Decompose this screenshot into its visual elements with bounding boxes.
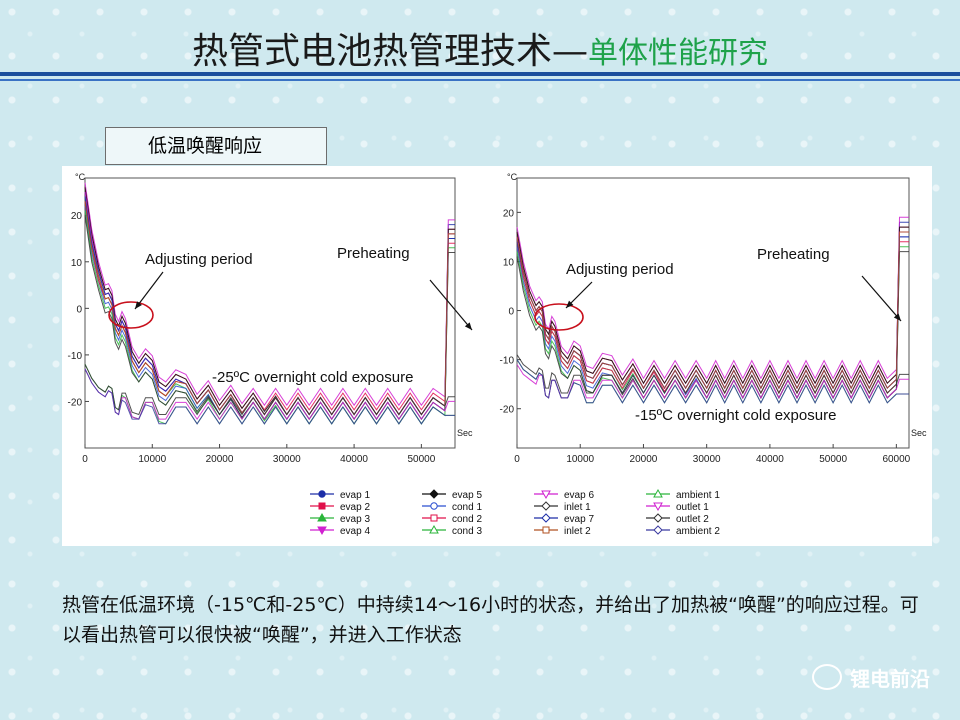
- chart1-xtick-label: 50000: [407, 454, 435, 465]
- chart1-xtick-label: 30000: [273, 454, 301, 465]
- watermark-text: 锂电前沿: [850, 666, 930, 691]
- chart2-ytick-label: 10: [503, 257, 515, 268]
- legend-marker: [653, 488, 663, 498]
- chart2-arrow-head: [566, 300, 574, 308]
- chart2-series-ambient-2: [516, 359, 909, 404]
- chart1-plot-frame: [84, 177, 456, 449]
- chart2-xtick-label: 10000: [566, 454, 594, 465]
- legend-label: evap 7: [564, 514, 594, 525]
- chart2-annotation-adjusting: Adjusting period: [566, 261, 674, 278]
- chart1-series-ambient-2: [84, 368, 455, 425]
- wechat-icon: [812, 664, 842, 690]
- chart1-x-unit: Sec: [457, 428, 473, 438]
- chart2-xtick-label: 0: [514, 454, 520, 465]
- chart2-ytick-label: -20: [500, 405, 515, 416]
- legend-label: outlet 1: [676, 502, 709, 513]
- chart2-series-evap-4: [516, 216, 909, 380]
- legend-label: ambient 1: [676, 490, 720, 501]
- chart2-xtick-label: 30000: [693, 454, 721, 465]
- legend-label: evap 1: [340, 490, 370, 501]
- chart1-annotation-exposure: -25ºC overnight cold exposure: [212, 369, 413, 386]
- chart1-arrow-line: [429, 279, 473, 331]
- chart2-x-unit: Sec: [911, 428, 927, 438]
- chart2-xtick-label: 60000: [882, 454, 910, 465]
- watermark: 锂电前沿: [812, 662, 930, 692]
- chart2-series-outlet-2: [516, 354, 909, 395]
- chart2-y-unit: °C: [507, 172, 518, 182]
- legend-label: evap 5: [452, 490, 482, 501]
- legend-marker: [429, 524, 439, 534]
- legend-marker: [317, 526, 327, 536]
- chart2-series-evap-5: [516, 226, 909, 385]
- chart2-annotation-exposure: -15ºC overnight cold exposure: [635, 407, 836, 424]
- chart1-xtick-label: 40000: [340, 454, 368, 465]
- chart2-arrow-head: [893, 313, 901, 321]
- legend-label: ambient 2: [676, 526, 720, 537]
- title-main: 热管式电池热管理技术: [191, 31, 552, 72]
- legend-marker: [318, 490, 326, 498]
- legend-marker: [318, 502, 326, 510]
- title-dash: —: [552, 31, 588, 72]
- chart1-xtick-label: 20000: [206, 454, 234, 465]
- legend-marker: [541, 490, 551, 500]
- chart1-ytick-label: -10: [68, 351, 83, 362]
- chart2-xtick-label: 50000: [819, 454, 847, 465]
- chart2-ytick-label: 0: [508, 307, 514, 318]
- chart1-series-outlet-2: [84, 363, 455, 416]
- chart1-annotation-adjusting: Adjusting period: [145, 251, 253, 268]
- legend-label: evap 2: [340, 502, 370, 513]
- chart2-arrow-line: [861, 275, 902, 322]
- legend-marker: [430, 502, 438, 510]
- chart1-ytick-label: 0: [76, 304, 82, 315]
- chart1-annotation-preheating: Preheating: [337, 245, 410, 262]
- legend-label: cond 2: [452, 514, 482, 525]
- legend-marker: [429, 489, 439, 499]
- legend-label: inlet 2: [564, 526, 591, 537]
- legend-marker: [541, 501, 551, 511]
- section-label: 低温唤醒响应: [105, 127, 327, 165]
- chart1-adjusting-ellipse: [108, 301, 154, 329]
- slide-title: 热管式电池热管理技术—单体性能研究: [0, 22, 960, 74]
- legend-label: evap 3: [340, 514, 370, 525]
- legend-marker: [653, 525, 663, 535]
- chart1-ytick-label: -20: [68, 397, 83, 408]
- chart2-ytick-label: -10: [500, 356, 515, 367]
- legend-marker: [653, 502, 663, 512]
- chart1-arrow-line: [134, 271, 164, 310]
- chart1-xtick-label: 0: [82, 454, 88, 465]
- figure-panel: 20 10 0 -10 -20 0 10000 20000 30000 40000 50000 °C S…: [62, 166, 932, 546]
- legend-label: outlet 2: [676, 514, 709, 525]
- legend-label: cond 3: [452, 526, 482, 537]
- chart1-series-evap-4: [84, 182, 455, 407]
- title-rule-thick: [0, 72, 960, 76]
- legend-marker: [653, 513, 663, 523]
- title-subtitle: 单体性能研究: [588, 36, 768, 71]
- figure-svg: 20 10 0 -10 -20 0 10000 20000 30000 40000 50000 °C S…: [68, 172, 927, 537]
- chart2-xtick-label: 20000: [630, 454, 658, 465]
- chart2-series-inlet-2: [516, 231, 909, 390]
- legend-marker: [541, 513, 551, 523]
- caption-text: 热管在低温环境（-15℃和-25℃）中持续14～16小时的状态，并给出了加热被“…: [62, 594, 919, 646]
- chart1-arrow-head: [464, 322, 472, 330]
- legend-label: cond 1: [452, 502, 482, 513]
- chart2-annotation-preheating: Preheating: [757, 246, 830, 263]
- chart2-ytick-label: 20: [503, 208, 515, 219]
- chart2-xtick-label: 40000: [756, 454, 784, 465]
- legend-label: inlet 1: [564, 502, 591, 513]
- title-rule-thin: [0, 79, 960, 81]
- legend-label: evap 4: [340, 526, 370, 537]
- chart1-y-unit: °C: [75, 172, 86, 182]
- chart2-adjusting-ellipse: [534, 303, 584, 331]
- chart1-xtick-label: 10000: [138, 454, 166, 465]
- chart1-arrow-head: [135, 301, 142, 309]
- legend-marker: [430, 514, 438, 522]
- chart1-ytick-label: 10: [71, 258, 83, 269]
- legend-marker: [542, 526, 550, 534]
- chart1-ytick-label: 20: [71, 211, 83, 222]
- legend-label: evap 6: [564, 490, 594, 501]
- legend-marker: [317, 512, 327, 522]
